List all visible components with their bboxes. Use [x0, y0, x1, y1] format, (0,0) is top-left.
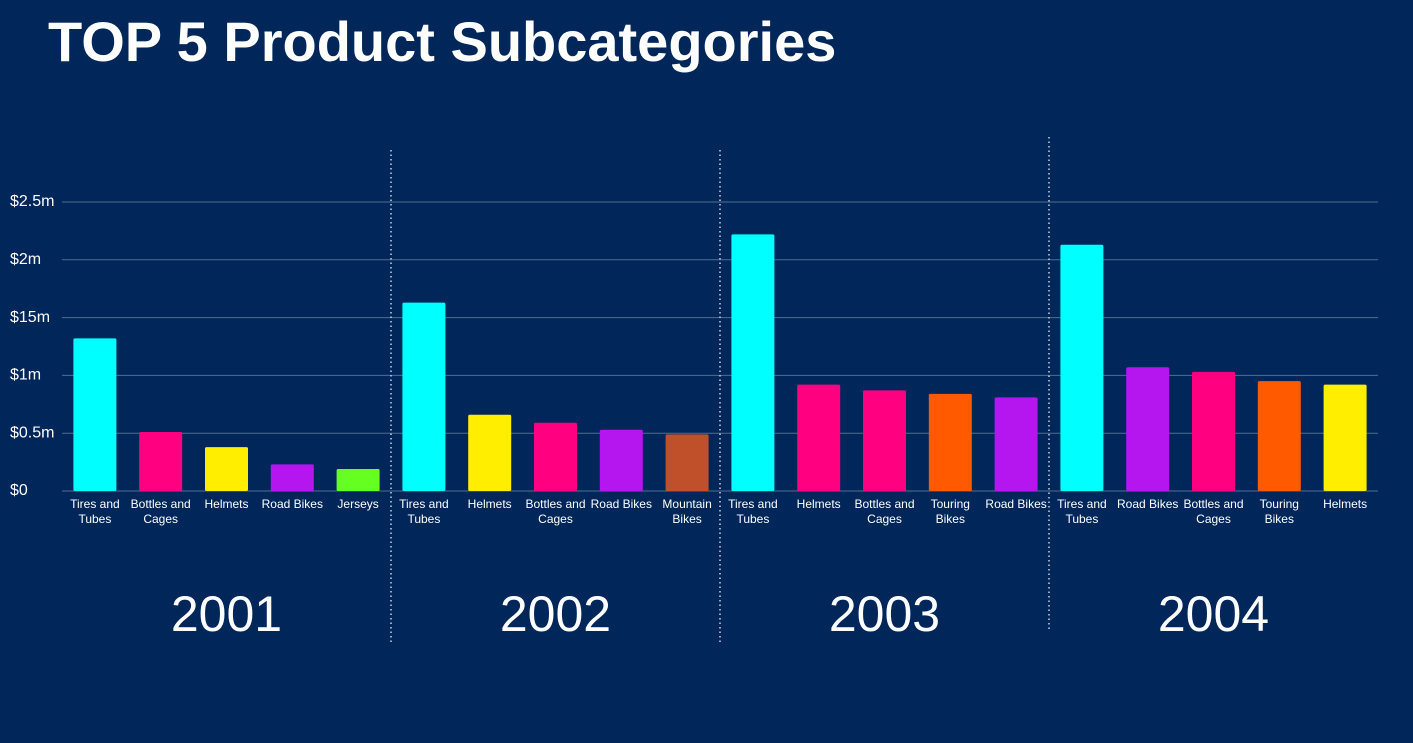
bar: [731, 234, 775, 492]
bar: [534, 422, 577, 491]
bar: [599, 429, 643, 491]
x-tick-label-box: Touring Bikes: [1259, 497, 1299, 526]
x-tick-label-box: Helmets: [204, 497, 249, 511]
bar: [336, 469, 380, 491]
x-tick-label-box: Tires and Tubes: [399, 497, 449, 526]
x-tick-label: Road Bikes: [261, 497, 323, 511]
x-tick-label: Road Bikes: [1117, 497, 1179, 511]
bar: [1060, 244, 1104, 491]
y-tick-label: $2.5m: [10, 193, 54, 210]
x-tick-label: Bottles and Cages: [1183, 497, 1244, 526]
bar: [270, 464, 314, 491]
x-tick-label-box: Bottles and Cages: [1183, 497, 1244, 526]
bar: [73, 338, 117, 491]
x-tick-label: Touring Bikes: [1259, 497, 1299, 526]
x-tick-label: Mountain Bikes: [662, 497, 712, 526]
x-tick-label: Tires and Tubes: [70, 497, 120, 526]
x-tick-label: Jerseys: [337, 497, 379, 511]
bar: [1257, 381, 1301, 491]
bar: [468, 414, 512, 491]
y-tick-label: $2m: [10, 251, 41, 268]
x-tick-label-box: Bottles and Cages: [525, 497, 586, 526]
x-tick-label: Road Bikes: [590, 497, 652, 511]
x-tick-label: Tires and Tubes: [1057, 497, 1107, 526]
x-tick-label-box: Bottles and Cages: [130, 497, 191, 526]
x-tick-label: Helmets: [204, 497, 249, 511]
x-tick-label: Tires and Tubes: [728, 497, 778, 526]
group-label: 2001: [171, 586, 282, 642]
y-tick-label: $0: [10, 482, 28, 499]
bar: [402, 302, 446, 491]
bar: [994, 397, 1038, 491]
bar: [797, 384, 841, 491]
x-tick-label-box: Helmets: [467, 497, 512, 511]
x-tick-label-box: Mountain Bikes: [662, 497, 712, 526]
bar: [139, 432, 183, 491]
x-tick-label: Helmets: [796, 497, 841, 511]
x-tick-label: Bottles and Cages: [525, 497, 586, 526]
bar: [665, 434, 709, 491]
x-tick-label-box: Tires and Tubes: [728, 497, 778, 526]
x-tick-label-box: Touring Bikes: [930, 497, 970, 526]
x-tick-label: Bottles and Cages: [854, 497, 915, 526]
x-tick-label: Touring Bikes: [930, 497, 970, 526]
bar: [863, 390, 906, 491]
x-tick-label-box: Road Bikes: [590, 497, 652, 511]
x-tick-label-box: Road Bikes: [261, 497, 323, 511]
bar: [1126, 367, 1170, 491]
y-tick-label: $0.5m: [10, 424, 54, 441]
x-tick-label-box: Helmets: [796, 497, 841, 511]
bar: [1192, 371, 1235, 491]
x-tick-label-box: Tires and Tubes: [70, 497, 120, 526]
chart-title: TOP 5 Product Subcategories: [48, 10, 836, 73]
bar: [205, 447, 248, 491]
y-tick-label: $15m: [10, 309, 50, 326]
bar: [928, 393, 972, 491]
x-tick-label-box: Helmets: [1323, 497, 1368, 511]
x-tick-label: Bottles and Cages: [130, 497, 191, 526]
x-tick-label: Road Bikes: [985, 497, 1047, 511]
group-label: 2002: [500, 586, 611, 642]
x-tick-label: Helmets: [467, 497, 512, 511]
y-tick-label: $1m: [10, 367, 41, 384]
group-label: 2003: [829, 586, 940, 642]
x-tick-label-box: Road Bikes: [1117, 497, 1179, 511]
x-tick-label: Tires and Tubes: [399, 497, 449, 526]
x-tick-label: Helmets: [1323, 497, 1368, 511]
x-tick-label-box: Bottles and Cages: [854, 497, 915, 526]
group-label: 2004: [1158, 586, 1269, 642]
x-tick-label-box: Tires and Tubes: [1057, 497, 1107, 526]
x-tick-label-box: Road Bikes: [985, 497, 1047, 511]
x-tick-label-box: Jerseys: [337, 497, 379, 511]
bar: [1323, 384, 1367, 491]
